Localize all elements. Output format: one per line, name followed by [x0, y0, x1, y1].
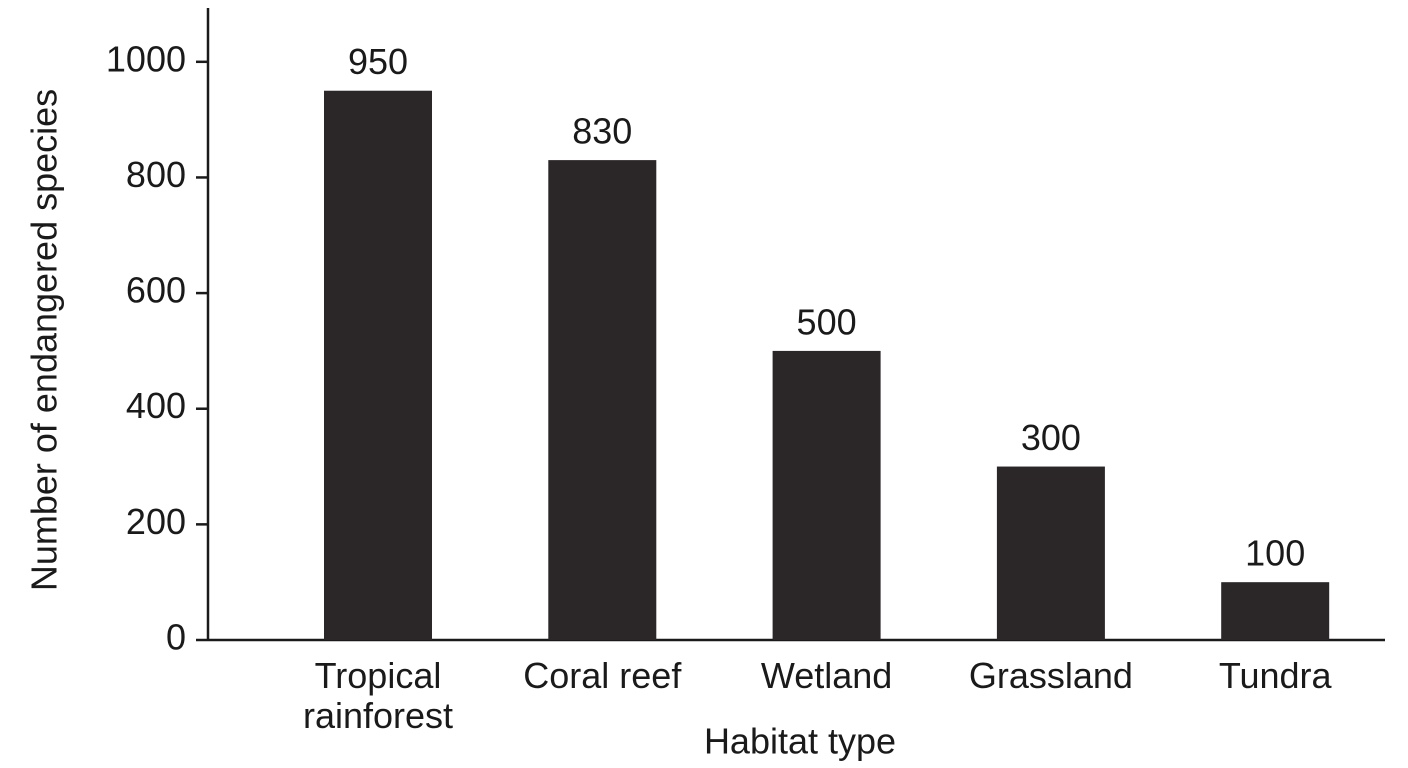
value-label: 500	[797, 301, 857, 342]
value-label: 830	[572, 111, 632, 152]
bar	[772, 350, 881, 640]
y-tick-label: 400	[126, 385, 186, 426]
x-tick-label: Wetland	[760, 655, 893, 696]
bar	[548, 160, 657, 641]
x-tick-label: Coral reef	[523, 655, 682, 696]
bar	[996, 466, 1105, 640]
y-tick-label: 1000	[106, 38, 186, 79]
x-tick-label: Tundra	[1218, 655, 1332, 696]
value-label: 950	[348, 41, 408, 82]
y-tick-label: 600	[126, 270, 186, 311]
y-tick-label: 0	[166, 617, 186, 658]
bar	[1221, 582, 1330, 640]
y-tick-label: 200	[126, 501, 186, 542]
value-label: 100	[1245, 533, 1305, 574]
value-label: 300	[1021, 417, 1081, 458]
x-tick-label: Grassland	[968, 655, 1133, 696]
bar	[324, 90, 432, 640]
y-tick-label: 800	[126, 154, 186, 195]
x-axis-label: Habitat type	[704, 721, 896, 762]
x-tick-label: Tropical rainforest	[302, 655, 454, 736]
y-axis-label: Number of endangered species	[24, 89, 65, 591]
